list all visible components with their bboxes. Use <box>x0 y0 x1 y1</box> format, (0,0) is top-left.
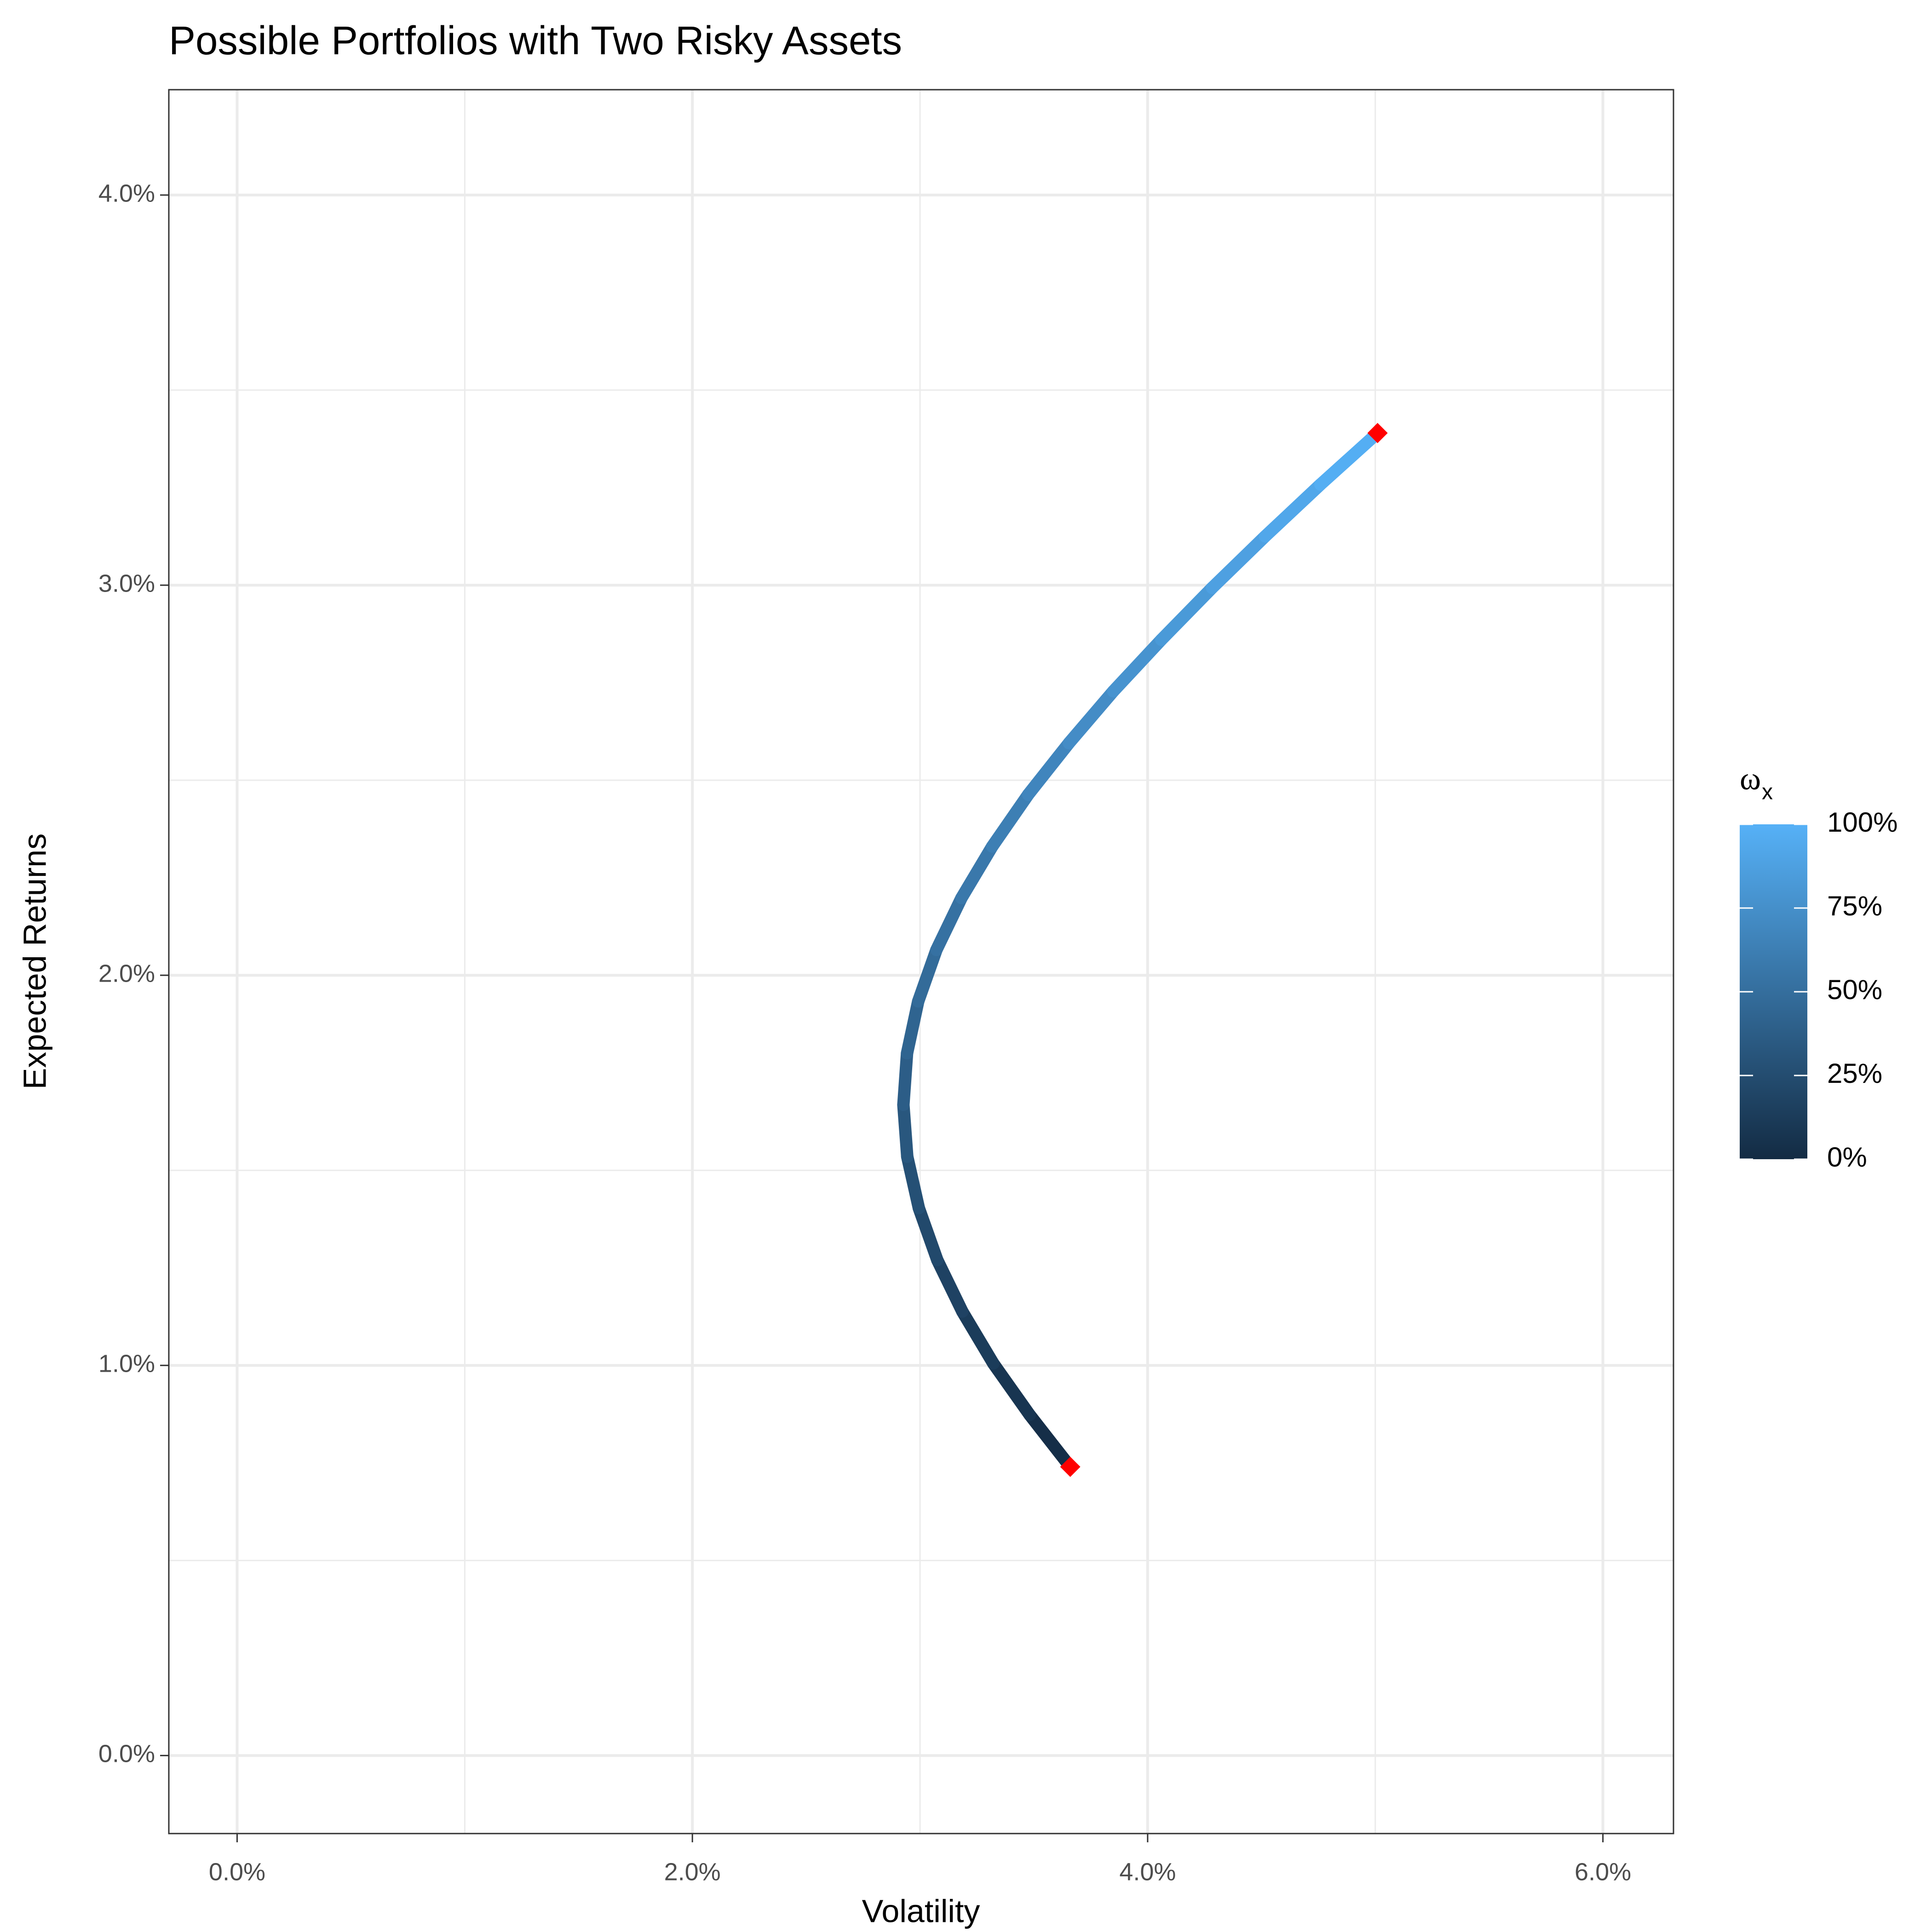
frontier-segment <box>1155 581 1219 646</box>
frontier-segment <box>1206 530 1271 594</box>
y-tick-label: 1.0% <box>98 1350 155 1378</box>
frontier-segment <box>897 1098 914 1163</box>
colorbar-label: 50% <box>1827 974 1882 1005</box>
y-tick-label: 0.0% <box>98 1740 155 1768</box>
colorbar-title: ω <box>1740 761 1761 797</box>
frontier-segment <box>930 891 968 956</box>
frontier-segment <box>1022 737 1075 801</box>
panel-border <box>168 89 1674 1834</box>
y-tick-label: 4.0% <box>98 179 155 207</box>
frontier-segment <box>956 1305 1000 1370</box>
frontier-segment <box>1107 633 1168 698</box>
colorbar-label: 100% <box>1827 807 1898 838</box>
y-tick-label: 2.0% <box>98 960 155 987</box>
frontier-segment <box>901 995 925 1060</box>
x-tick-label: 2.0% <box>664 1858 721 1886</box>
endpoint-marker <box>1060 1456 1081 1477</box>
y-tick-label: 3.0% <box>98 569 155 597</box>
frontier-segment <box>901 1150 926 1214</box>
y-axis-title: Expected Returns <box>17 834 52 1089</box>
colorbar-label: 0% <box>1827 1142 1867 1173</box>
colorbar-label: 25% <box>1827 1058 1882 1089</box>
x-tick-label: 6.0% <box>1575 1858 1631 1886</box>
colorbar-title-sub: x <box>1762 780 1773 805</box>
frontier-segment <box>1259 478 1327 543</box>
chart-title: Possible Portfolios with Two Risky Asset… <box>169 18 902 63</box>
frontier-segment <box>931 1254 969 1318</box>
x-tick-label: 4.0% <box>1119 1858 1176 1886</box>
x-tick-label: 0.0% <box>209 1858 265 1886</box>
frontier-segment <box>987 1357 1036 1421</box>
frontier-segment <box>912 943 943 1008</box>
frontier-segment <box>897 1047 914 1111</box>
frontier-segment <box>1063 685 1120 750</box>
frontier-segment <box>913 1202 944 1266</box>
endpoint-marker <box>1367 423 1388 443</box>
colorbar-label: 75% <box>1827 891 1882 921</box>
frontier-segment <box>1024 1409 1077 1473</box>
frontier-segment <box>1314 426 1384 491</box>
frontier-segment <box>955 840 999 904</box>
x-axis-title: Volatility <box>862 1893 980 1929</box>
frontier-segment <box>986 788 1035 853</box>
